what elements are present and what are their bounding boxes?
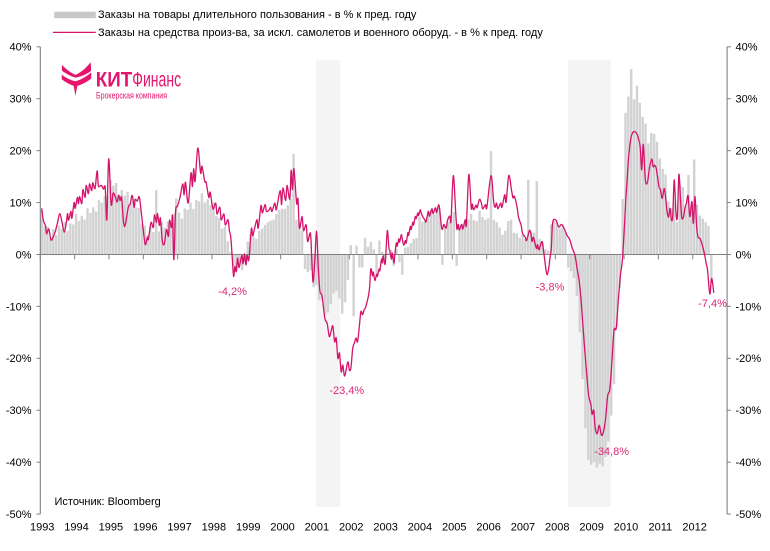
svg-text:2004: 2004 [408, 522, 432, 534]
svg-text:-10%: -10% [736, 301, 762, 313]
svg-text:2010: 2010 [614, 522, 638, 534]
svg-text:1999: 1999 [236, 522, 260, 534]
svg-text:1993: 1993 [30, 522, 54, 534]
svg-text:40%: 40% [736, 42, 758, 54]
svg-text:-40%: -40% [6, 457, 32, 469]
svg-text:2008: 2008 [545, 522, 569, 534]
svg-text:2007: 2007 [511, 522, 535, 534]
svg-text:1998: 1998 [202, 522, 226, 534]
svg-text:2000: 2000 [270, 522, 294, 534]
svg-text:1994: 1994 [64, 522, 88, 534]
svg-text:-34,8%: -34,8% [594, 446, 629, 458]
svg-text:-7,4%: -7,4% [698, 298, 727, 310]
svg-text:2003: 2003 [373, 522, 397, 534]
svg-text:Заказы на средства произ-ва, з: Заказы на средства произ-ва, за искл. са… [98, 27, 543, 39]
svg-text:2006: 2006 [476, 522, 500, 534]
svg-text:2005: 2005 [442, 522, 466, 534]
svg-text:10%: 10% [736, 197, 758, 209]
svg-text:-50%: -50% [6, 509, 32, 521]
svg-text:2001: 2001 [305, 522, 329, 534]
svg-text:20%: 20% [736, 146, 758, 158]
svg-text:-23,4%: -23,4% [329, 385, 364, 397]
svg-text:1996: 1996 [133, 522, 157, 534]
svg-text:20%: 20% [9, 146, 31, 158]
svg-text:-4,2%: -4,2% [218, 286, 247, 298]
svg-text:0%: 0% [16, 249, 32, 261]
svg-text:КИТ: КИТ [96, 69, 133, 92]
svg-text:-3,8%: -3,8% [536, 282, 565, 294]
svg-text:Заказы на товары длительного п: Заказы на товары длительного пользования… [98, 9, 417, 21]
svg-text:-30%: -30% [736, 405, 762, 417]
svg-text:0%: 0% [736, 249, 752, 261]
svg-text:-30%: -30% [6, 405, 32, 417]
svg-text:-40%: -40% [736, 457, 762, 469]
svg-text:Брокерская компания: Брокерская компания [96, 91, 167, 101]
svg-text:2009: 2009 [579, 522, 603, 534]
svg-text:Финанс: Финанс [132, 69, 181, 92]
svg-text:30%: 30% [736, 94, 758, 106]
svg-text:2002: 2002 [339, 522, 363, 534]
svg-text:1995: 1995 [99, 522, 123, 534]
svg-text:10%: 10% [9, 197, 31, 209]
svg-text:40%: 40% [9, 42, 31, 54]
svg-text:30%: 30% [9, 94, 31, 106]
svg-text:2011: 2011 [648, 522, 672, 534]
svg-text:-10%: -10% [6, 301, 32, 313]
svg-text:-20%: -20% [736, 353, 762, 365]
svg-text:-50%: -50% [736, 509, 762, 521]
svg-text:2012: 2012 [682, 522, 706, 534]
svg-text:-20%: -20% [6, 353, 32, 365]
svg-text:1997: 1997 [167, 522, 191, 534]
svg-text:Источник: Bloomberg: Источник: Bloomberg [55, 496, 161, 508]
